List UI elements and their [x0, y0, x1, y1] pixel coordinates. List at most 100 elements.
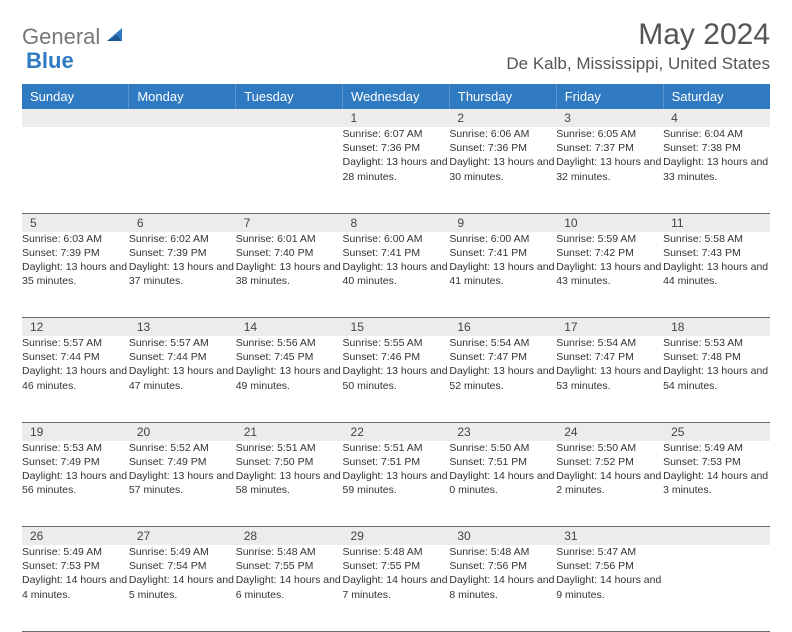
sunset-line: Sunset: 7:47 PM — [556, 350, 663, 364]
weekday-header: Wednesday — [343, 84, 450, 109]
sunset-line: Sunset: 7:53 PM — [22, 559, 129, 573]
sunrise-line: Sunrise: 6:05 AM — [556, 127, 663, 141]
day-number-cell: 7 — [236, 213, 343, 232]
sunrise-line: Sunrise: 6:00 AM — [343, 232, 450, 246]
day-content: Sunrise: 6:07 AMSunset: 7:36 PMDaylight:… — [343, 127, 450, 184]
daylight-line: Daylight: 14 hours and 5 minutes. — [129, 573, 236, 601]
day-cell — [236, 127, 343, 213]
day-number-cell: 21 — [236, 422, 343, 441]
sunrise-line: Sunrise: 5:48 AM — [236, 545, 343, 559]
day-cell: Sunrise: 5:57 AMSunset: 7:44 PMDaylight:… — [22, 336, 129, 422]
sunrise-line: Sunrise: 5:57 AM — [22, 336, 129, 350]
sunset-line: Sunset: 7:52 PM — [556, 455, 663, 469]
day-cell: Sunrise: 6:03 AMSunset: 7:39 PMDaylight:… — [22, 232, 129, 318]
sunrise-line: Sunrise: 5:50 AM — [449, 441, 556, 455]
day-number-row: 567891011 — [22, 213, 770, 232]
day-cell: Sunrise: 5:51 AMSunset: 7:50 PMDaylight:… — [236, 441, 343, 527]
day-content: Sunrise: 5:50 AMSunset: 7:52 PMDaylight:… — [556, 441, 663, 498]
day-number-cell: 29 — [343, 527, 450, 546]
sunset-line: Sunset: 7:55 PM — [343, 559, 450, 573]
daylight-line: Daylight: 14 hours and 6 minutes. — [236, 573, 343, 601]
sunset-line: Sunset: 7:38 PM — [663, 141, 770, 155]
day-content: Sunrise: 6:05 AMSunset: 7:37 PMDaylight:… — [556, 127, 663, 184]
day-number-row: 12131415161718 — [22, 318, 770, 337]
day-cell: Sunrise: 5:48 AMSunset: 7:55 PMDaylight:… — [236, 545, 343, 631]
day-content-row: Sunrise: 6:07 AMSunset: 7:36 PMDaylight:… — [22, 127, 770, 213]
day-number-cell: 10 — [556, 213, 663, 232]
sunset-line: Sunset: 7:51 PM — [449, 455, 556, 469]
daylight-line: Daylight: 13 hours and 53 minutes. — [556, 364, 663, 392]
weekday-header: Monday — [129, 84, 236, 109]
day-content-row: Sunrise: 5:57 AMSunset: 7:44 PMDaylight:… — [22, 336, 770, 422]
day-content: Sunrise: 5:50 AMSunset: 7:51 PMDaylight:… — [449, 441, 556, 498]
day-content: Sunrise: 5:48 AMSunset: 7:56 PMDaylight:… — [449, 545, 556, 602]
sunset-line: Sunset: 7:50 PM — [236, 455, 343, 469]
daylight-line: Daylight: 13 hours and 33 minutes. — [663, 155, 770, 183]
day-cell: Sunrise: 5:50 AMSunset: 7:51 PMDaylight:… — [449, 441, 556, 527]
sunset-line: Sunset: 7:37 PM — [556, 141, 663, 155]
daylight-line: Daylight: 13 hours and 56 minutes. — [22, 469, 129, 497]
daylight-line: Daylight: 13 hours and 35 minutes. — [22, 260, 129, 288]
day-number-cell — [22, 109, 129, 127]
day-cell — [663, 545, 770, 631]
weekday-header: Thursday — [449, 84, 556, 109]
sunrise-line: Sunrise: 5:59 AM — [556, 232, 663, 246]
daylight-line: Daylight: 13 hours and 59 minutes. — [343, 469, 450, 497]
day-cell: Sunrise: 6:05 AMSunset: 7:37 PMDaylight:… — [556, 127, 663, 213]
day-cell: Sunrise: 5:56 AMSunset: 7:45 PMDaylight:… — [236, 336, 343, 422]
sunrise-line: Sunrise: 5:54 AM — [556, 336, 663, 350]
sunrise-line: Sunrise: 6:07 AM — [343, 127, 450, 141]
sunset-line: Sunset: 7:46 PM — [343, 350, 450, 364]
day-number-cell: 9 — [449, 213, 556, 232]
day-cell: Sunrise: 5:50 AMSunset: 7:52 PMDaylight:… — [556, 441, 663, 527]
day-number-cell: 24 — [556, 422, 663, 441]
day-cell: Sunrise: 5:54 AMSunset: 7:47 PMDaylight:… — [449, 336, 556, 422]
day-number-cell: 6 — [129, 213, 236, 232]
day-number-cell: 26 — [22, 527, 129, 546]
day-number-cell: 17 — [556, 318, 663, 337]
sunrise-line: Sunrise: 5:56 AM — [236, 336, 343, 350]
sunset-line: Sunset: 7:41 PM — [343, 246, 450, 260]
day-content: Sunrise: 5:57 AMSunset: 7:44 PMDaylight:… — [129, 336, 236, 393]
daylight-line: Daylight: 13 hours and 52 minutes. — [449, 364, 556, 392]
day-content: Sunrise: 5:49 AMSunset: 7:54 PMDaylight:… — [129, 545, 236, 602]
day-cell: Sunrise: 5:49 AMSunset: 7:53 PMDaylight:… — [22, 545, 129, 631]
day-cell: Sunrise: 6:06 AMSunset: 7:36 PMDaylight:… — [449, 127, 556, 213]
day-cell: Sunrise: 5:59 AMSunset: 7:42 PMDaylight:… — [556, 232, 663, 318]
day-content: Sunrise: 5:58 AMSunset: 7:43 PMDaylight:… — [663, 232, 770, 289]
daylight-line: Daylight: 13 hours and 58 minutes. — [236, 469, 343, 497]
day-number-cell: 20 — [129, 422, 236, 441]
daylight-line: Daylight: 14 hours and 2 minutes. — [556, 469, 663, 497]
day-number-cell: 25 — [663, 422, 770, 441]
sunset-line: Sunset: 7:39 PM — [129, 246, 236, 260]
sunrise-line: Sunrise: 6:04 AM — [663, 127, 770, 141]
daylight-line: Daylight: 13 hours and 37 minutes. — [129, 260, 236, 288]
day-cell — [129, 127, 236, 213]
day-content-row: Sunrise: 5:53 AMSunset: 7:49 PMDaylight:… — [22, 441, 770, 527]
day-number-cell: 16 — [449, 318, 556, 337]
day-cell: Sunrise: 6:02 AMSunset: 7:39 PMDaylight:… — [129, 232, 236, 318]
sunrise-line: Sunrise: 5:49 AM — [663, 441, 770, 455]
sunrise-line: Sunrise: 5:48 AM — [449, 545, 556, 559]
daylight-line: Daylight: 13 hours and 32 minutes. — [556, 155, 663, 183]
day-cell: Sunrise: 5:54 AMSunset: 7:47 PMDaylight:… — [556, 336, 663, 422]
day-content: Sunrise: 6:04 AMSunset: 7:38 PMDaylight:… — [663, 127, 770, 184]
day-cell: Sunrise: 5:57 AMSunset: 7:44 PMDaylight:… — [129, 336, 236, 422]
day-cell: Sunrise: 5:49 AMSunset: 7:54 PMDaylight:… — [129, 545, 236, 631]
day-number-cell: 14 — [236, 318, 343, 337]
sunrise-line: Sunrise: 5:51 AM — [343, 441, 450, 455]
day-number-row: 262728293031 — [22, 527, 770, 546]
day-content: Sunrise: 6:02 AMSunset: 7:39 PMDaylight:… — [129, 232, 236, 289]
daylight-line: Daylight: 13 hours and 46 minutes. — [22, 364, 129, 392]
daylight-line: Daylight: 13 hours and 50 minutes. — [343, 364, 450, 392]
day-content: Sunrise: 5:54 AMSunset: 7:47 PMDaylight:… — [449, 336, 556, 393]
day-cell: Sunrise: 6:00 AMSunset: 7:41 PMDaylight:… — [449, 232, 556, 318]
sunset-line: Sunset: 7:49 PM — [129, 455, 236, 469]
weekday-header: Tuesday — [236, 84, 343, 109]
day-number-cell: 5 — [22, 213, 129, 232]
day-content: Sunrise: 5:59 AMSunset: 7:42 PMDaylight:… — [556, 232, 663, 289]
day-number-cell: 31 — [556, 527, 663, 546]
day-number-cell: 18 — [663, 318, 770, 337]
sunset-line: Sunset: 7:44 PM — [129, 350, 236, 364]
day-content: Sunrise: 5:51 AMSunset: 7:50 PMDaylight:… — [236, 441, 343, 498]
